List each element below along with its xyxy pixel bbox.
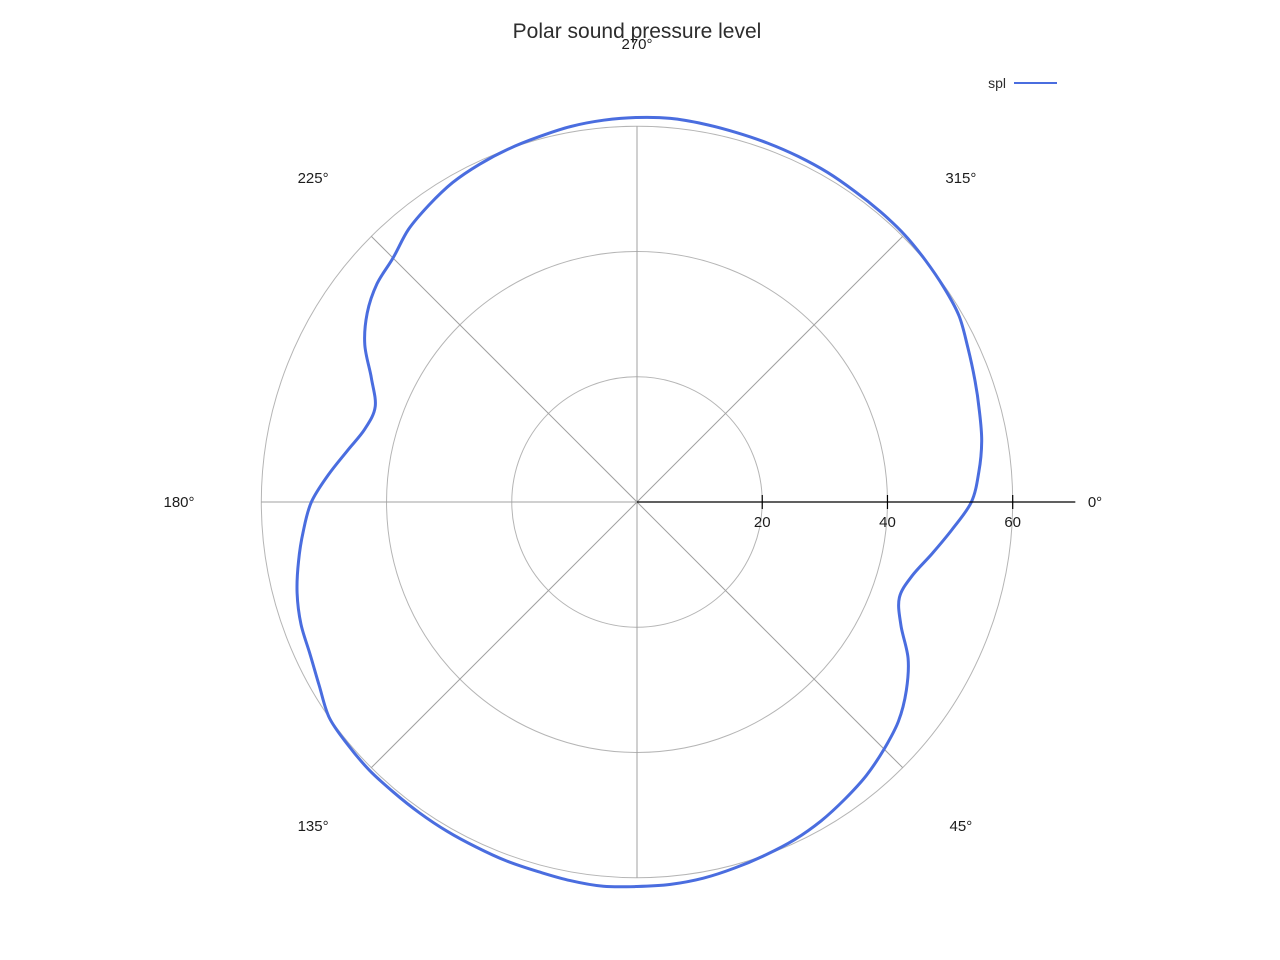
angle-label-0: 0° [1088, 494, 1102, 511]
axis-labels: 0° 45° 135° 180° 225° 270° 315° [163, 36, 1102, 835]
legend-series-label: spl [988, 75, 1006, 91]
grid-spoke-225 [370, 235, 638, 503]
spl-curve [295, 115, 984, 889]
legend: spl [988, 75, 1057, 91]
grid-spoke-315 [636, 235, 904, 503]
grid-spoke-135 [370, 501, 638, 769]
radial-tick-label-60: 60 [1004, 514, 1021, 531]
angle-label-180: 180° [163, 494, 194, 511]
angle-label-315: 315° [945, 170, 976, 187]
radial-axis: 20 40 60 [637, 495, 1076, 531]
radial-tick-label-20: 20 [754, 514, 771, 531]
chart-title: Polar sound pressure level [513, 20, 762, 43]
angle-label-45: 45° [950, 818, 973, 835]
series-curves [295, 115, 984, 889]
angle-label-270: 270° [621, 36, 652, 53]
angle-label-225: 225° [298, 170, 329, 187]
grid-spoke-45 [636, 501, 904, 769]
angle-label-135: 135° [298, 818, 329, 835]
radial-tick-label-40: 40 [879, 514, 896, 531]
